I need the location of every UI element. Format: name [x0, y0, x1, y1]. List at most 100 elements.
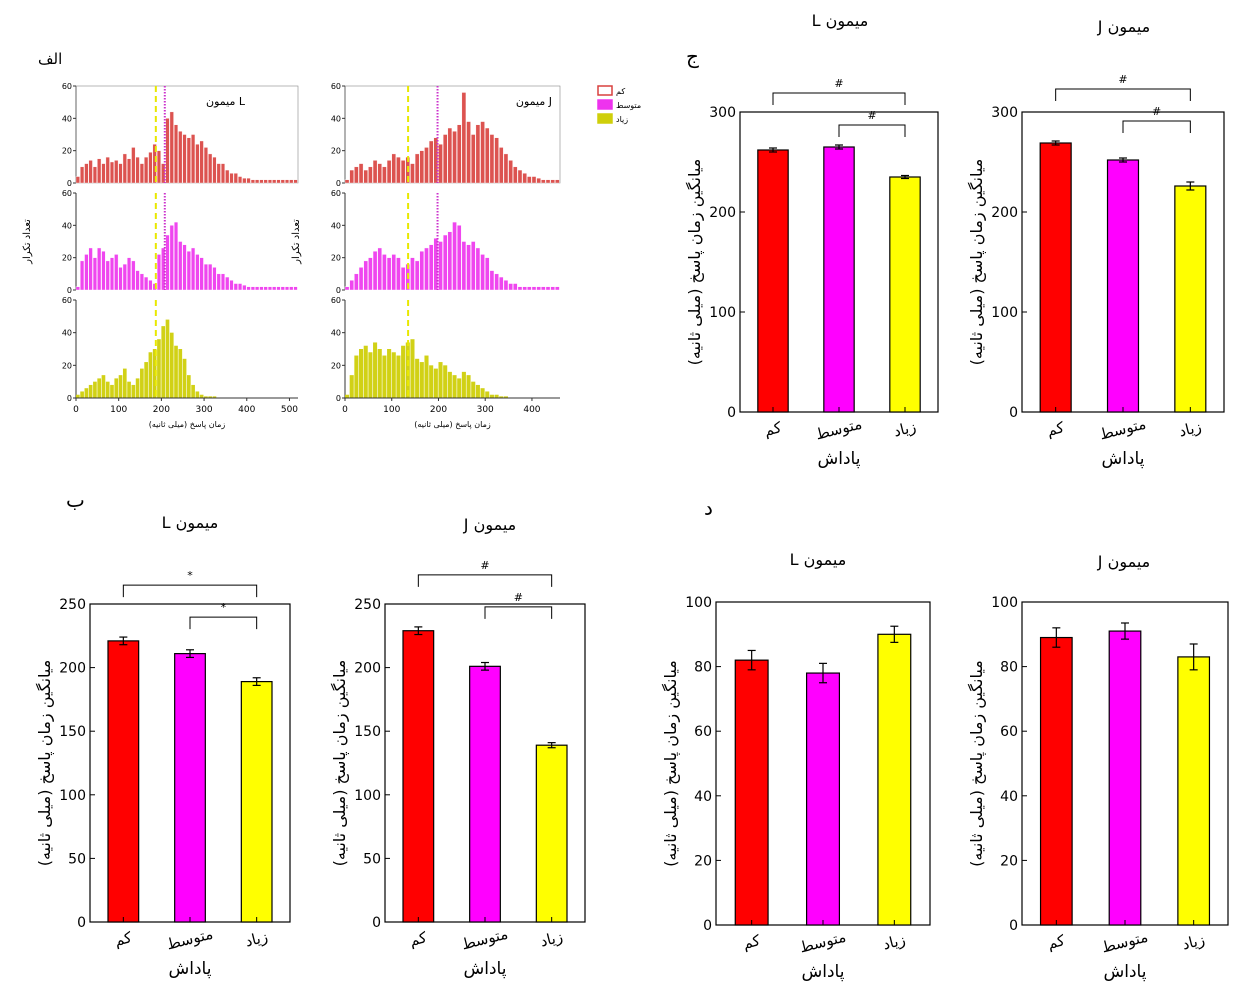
hist-bar	[233, 173, 238, 184]
y-axis-label: میانگین زمان پاسخ (میلی ثانیه)	[330, 660, 350, 867]
hist-bar	[442, 234, 448, 291]
significance-label: #	[480, 559, 489, 572]
hist-bar	[165, 118, 170, 184]
hist-bar	[438, 143, 443, 184]
y-tick-label: 0	[77, 915, 86, 931]
hist-bar	[513, 166, 518, 184]
x-tick-label: کم	[113, 928, 135, 950]
hist-bar	[80, 391, 84, 398]
hist-bar	[373, 342, 378, 398]
hist-bar	[97, 158, 102, 184]
hist-bar	[174, 345, 178, 398]
hist-y-tick-label: 40	[62, 221, 72, 230]
legend-swatch	[597, 85, 613, 96]
hist-bar	[401, 345, 406, 398]
hist-bar	[419, 150, 425, 184]
hist-y-tick-label: 40	[62, 114, 72, 123]
hist-bar	[208, 396, 213, 398]
chart-title: میمون J	[463, 515, 516, 535]
hist-bar	[156, 254, 161, 291]
hist-bar	[92, 166, 97, 184]
hist-bar	[377, 349, 382, 398]
hist-bar	[105, 260, 110, 291]
bar-1	[823, 146, 855, 413]
hist-bar	[494, 137, 499, 184]
hist-bar	[442, 134, 448, 184]
hist-bar	[363, 260, 368, 291]
hist-bar	[447, 127, 453, 184]
x-tick-label: متوسط	[798, 928, 848, 957]
hist-bar	[391, 254, 397, 291]
hist-x-axis-label: زمان پاسخ (میلی ثانیه)	[149, 420, 226, 429]
hist-bar	[508, 160, 513, 184]
hist-bar	[186, 137, 191, 184]
hist-y-tick-label: 60	[331, 189, 341, 198]
bar-chart-c-L: میمون L 0 100 200 300 کم متوسط زیاد پاداش میانگین…	[685, 11, 939, 469]
hist-bar	[80, 260, 85, 291]
hist-bar	[480, 121, 485, 184]
hist-bar	[148, 352, 153, 398]
y-tick-label: 100	[685, 595, 712, 611]
x-tick-label: کم	[741, 931, 763, 953]
hist-bar	[391, 153, 397, 184]
hist-bar	[110, 384, 114, 398]
y-tick-label: 100	[59, 788, 86, 804]
hist-bar	[358, 163, 364, 184]
hist-bar	[182, 244, 187, 291]
x-tick-label: زیاد	[1180, 931, 1206, 954]
hist-bar	[466, 244, 471, 291]
hist-bar	[489, 134, 495, 184]
hist-bar	[246, 286, 251, 291]
hist-bar	[127, 158, 132, 184]
bar-2	[1174, 185, 1207, 413]
y-tick-label: 200	[991, 205, 1018, 221]
hist-bar	[349, 375, 354, 398]
hist-bar	[238, 176, 243, 184]
hist-bar	[169, 111, 174, 184]
hist-bar	[199, 257, 204, 291]
hist-bar	[284, 286, 290, 291]
hist-bar	[396, 257, 401, 291]
hist-x-tick-label: 500	[281, 405, 298, 415]
hist-bar	[212, 396, 217, 398]
hist-y-tick-label: 40	[331, 221, 341, 230]
x-tick-label: متوسط	[1098, 415, 1148, 444]
hist-bar	[144, 276, 149, 291]
hist-bar	[382, 166, 387, 184]
hist-bar	[456, 225, 462, 291]
hist-bar	[191, 384, 195, 398]
y-tick-label: 0	[372, 915, 381, 931]
x-tick-label: متوسط	[1100, 928, 1150, 957]
panel-label-a: الف	[38, 50, 63, 68]
hist-bar	[88, 384, 93, 398]
hist-y-axis-label: تعداد تکرار	[22, 219, 33, 265]
hist-bar	[428, 140, 434, 184]
hist-bar	[344, 179, 350, 184]
hist-bar	[517, 286, 523, 291]
hist-bar	[387, 349, 392, 398]
hist-bar	[508, 283, 513, 291]
x-axis-label: پاداش	[1104, 962, 1147, 982]
hist-bar	[272, 286, 277, 291]
hist-bar	[122, 153, 127, 184]
hist-bar	[114, 160, 119, 184]
hist-bar	[489, 394, 494, 398]
hist-y-tick-label: 0	[67, 286, 72, 295]
hist-bar	[242, 177, 247, 184]
significance-label: *	[221, 601, 227, 614]
hist-bar	[452, 375, 457, 398]
hist-bar	[555, 286, 560, 291]
hist-bar	[165, 234, 170, 291]
hist-y-tick-label: 20	[331, 254, 341, 263]
bar-chart-c-J: میمون J 0 100 200 300 کم متوسط زیاد پاداش میانگین…	[967, 17, 1225, 469]
hist-bar	[480, 388, 485, 398]
hist-bar	[368, 352, 373, 398]
bar-2	[877, 633, 912, 926]
hist-bar	[152, 349, 157, 398]
hist-bar	[428, 244, 434, 291]
hist-bar	[276, 179, 281, 184]
bar-1	[1108, 630, 1142, 926]
y-tick-label: 300	[709, 105, 736, 121]
hist-bar	[293, 179, 298, 184]
x-tick-label: زیاد	[881, 931, 907, 954]
